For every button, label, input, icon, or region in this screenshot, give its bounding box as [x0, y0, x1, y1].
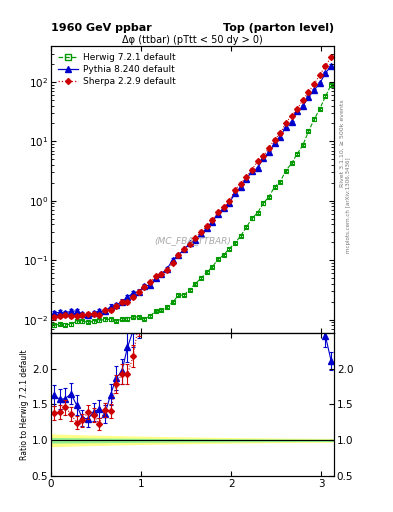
- Text: 1960 GeV ppbar: 1960 GeV ppbar: [51, 23, 152, 33]
- Text: Top (parton level): Top (parton level): [223, 23, 334, 33]
- Title: Δφ (ttbar) (pTtt < 50 dy > 0): Δφ (ttbar) (pTtt < 50 dy > 0): [122, 35, 263, 45]
- Text: mcplots.cern.ch [arXiv:1306.3436]: mcplots.cern.ch [arXiv:1306.3436]: [346, 157, 351, 252]
- Legend: Herwig 7.2.1 default, Pythia 8.240 default, Sherpa 2.2.9 default: Herwig 7.2.1 default, Pythia 8.240 defau…: [55, 51, 178, 89]
- Text: Rivet 3.1.10, ≥ 500k events: Rivet 3.1.10, ≥ 500k events: [340, 99, 345, 187]
- Y-axis label: Ratio to Herwig 7.2.1 default: Ratio to Herwig 7.2.1 default: [20, 349, 29, 460]
- Text: (MC_FBA_TTBAR): (MC_FBA_TTBAR): [154, 237, 231, 246]
